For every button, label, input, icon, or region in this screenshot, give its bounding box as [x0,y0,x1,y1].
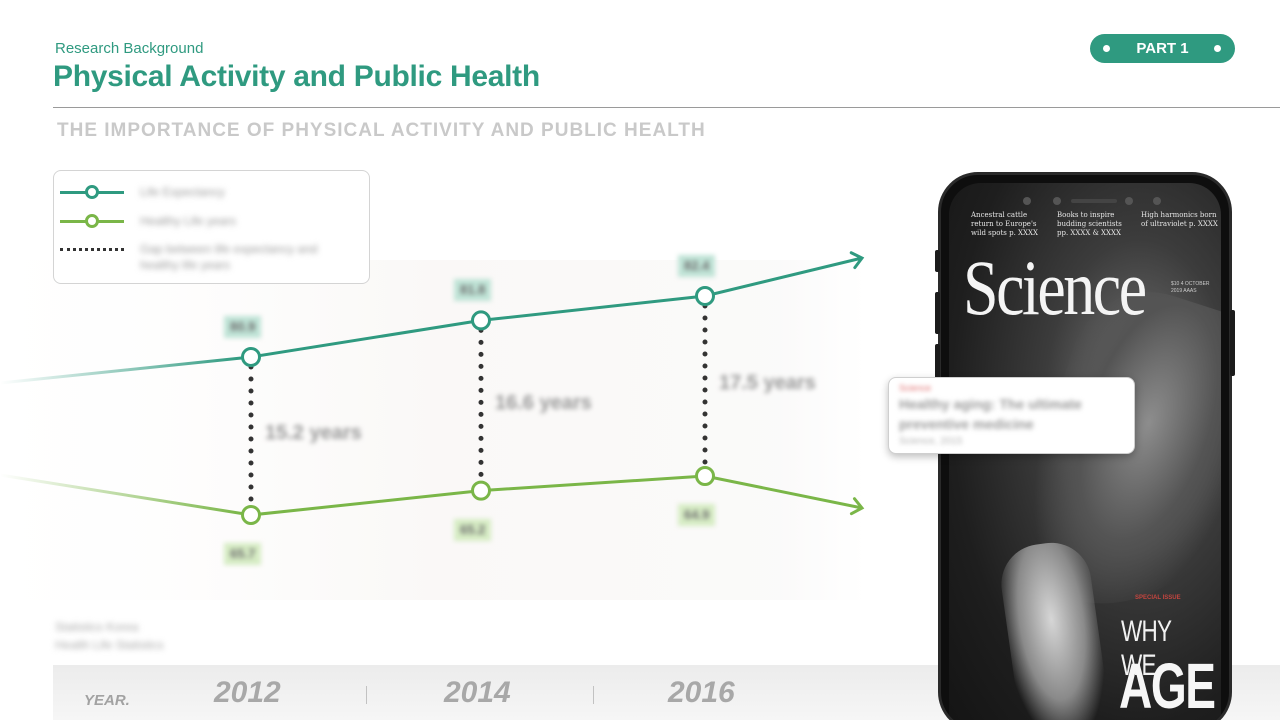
data-point [241,347,261,367]
part-label: PART 1 [1136,40,1189,57]
gap-label: 15.2 years [265,422,362,444]
article-callout: Science Healthy aging: The ultimate prev… [888,377,1135,454]
magazine-masthead: Science [963,244,1147,331]
cover-headline: Books to inspire budding scientists pp. … [1057,211,1122,237]
data-point [695,286,715,306]
phone-side-button [935,344,940,386]
arrow-icon [849,251,865,270]
x-tick-label: 2016 [668,676,735,709]
data-label: 80.9 [224,316,262,338]
callout-tag: Science [899,383,932,393]
data-point [471,480,491,501]
legend-item-healthy-life: Healthy Life years [60,211,360,231]
chart-legend: Life Expectancy Healthy Life years Gap b… [53,170,370,284]
x-tick-label: 2012 [214,676,281,709]
data-point [471,310,491,331]
data-label: 65.2 [454,518,492,541]
sensor-icon [1153,197,1161,205]
cover-headline: High harmonics born of ultraviolet p. XX… [1141,211,1218,228]
tick-separator [593,686,594,704]
part-badge: PART 1 [1090,34,1235,63]
cover-title-line1: WHY WE [1121,615,1172,682]
legend-label: Healthy Life years [140,214,237,228]
gap-label: 16.6 years [495,391,592,414]
legend-label: Gap between life expectancy and healthy … [140,242,318,272]
source-line: Statistics Korea [55,620,139,634]
section-subtitle: Research Background [55,40,204,57]
callout-source: Science, 2015 [899,436,963,447]
bullet-icon [1103,45,1110,52]
legend-item-life-expectancy: Life Expectancy [60,182,360,202]
special-issue-label: SPECIAL ISSUE [1135,595,1181,601]
data-point [695,466,715,486]
cover-title-line2: AGE [1119,650,1216,720]
data-label: 81.8 [454,279,492,302]
section-heading: THE IMPORTANCE OF PHYSICAL ACTIVITY AND … [57,120,706,141]
x-tick-label: 2014 [444,676,511,709]
phone-notch [949,191,1221,213]
phone-side-button [935,292,940,334]
page-title: Physical Activity and Public Health [53,60,540,93]
bullet-icon [1214,45,1221,52]
gap-label: 17.5 years [719,372,816,394]
seniors-photo [0,260,866,600]
arrow-icon [849,497,865,516]
title-divider [53,107,1280,108]
camera-icon [1053,197,1061,205]
tick-separator [366,686,367,704]
camera-icon [1023,197,1031,205]
series-line-healthy-life [0,473,863,517]
data-label: 65.7 [224,543,262,565]
phone-side-button [935,250,940,272]
legend-item-gap: Gap between life expectancy and healthy … [60,239,360,275]
callout-title: Healthy aging: The ultimate [899,396,1082,412]
source-line: Health Life Statistics [55,638,164,652]
circle-marker-icon [85,185,99,199]
phone-side-button [1230,310,1235,376]
data-label: 82.4 [678,255,716,277]
speaker-icon [1071,199,1117,203]
dotted-line-icon [60,248,124,251]
callout-title: preventive medicine [899,416,1034,432]
data-label: 64.9 [678,504,716,526]
sensor-icon [1125,197,1133,205]
data-point [241,505,261,525]
cover-headline: Ancestral cattle return to Europe's wild… [971,211,1038,237]
x-axis-label: YEAR. [84,692,130,709]
source-note: Statistics Korea Health Life Statistics [55,618,164,654]
legend-label: Life Expectancy [140,185,225,199]
circle-marker-icon [85,214,99,228]
issue-info: $10 4 OCTOBER 2019 AAAS [1171,281,1210,294]
